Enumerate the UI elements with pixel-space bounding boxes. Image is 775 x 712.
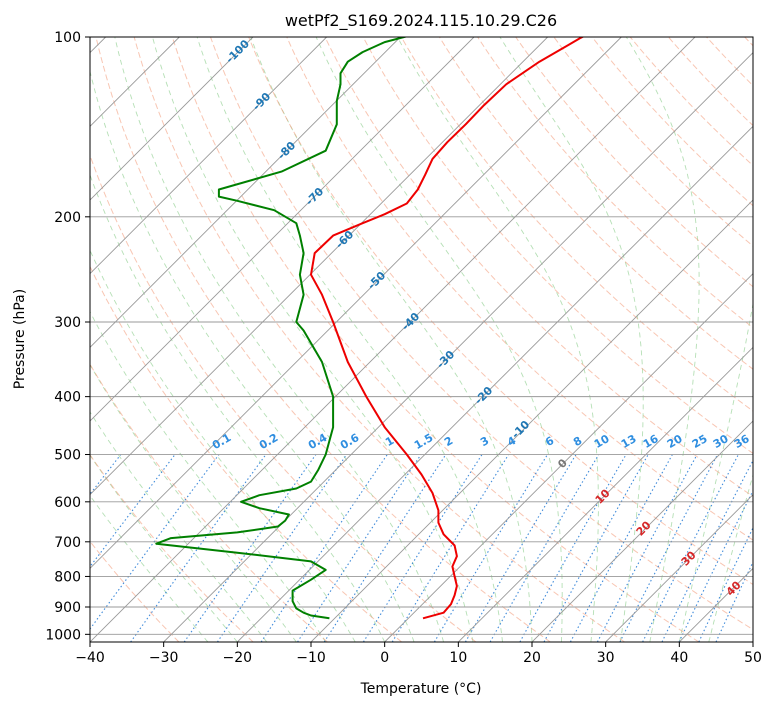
- y-axis-label: Pressure (hPa): [12, 289, 28, 389]
- x-tick-label: 10: [449, 650, 467, 666]
- y-tick-label: 200: [54, 210, 81, 226]
- y-tick-label: 600: [54, 495, 81, 511]
- x-tick-label: −10: [296, 650, 326, 666]
- y-tick-label: 400: [54, 390, 81, 406]
- chart-title: wetPf2_S169.2024.115.10.29.C26: [285, 11, 557, 31]
- x-tick-label: −20: [223, 650, 253, 666]
- x-tick-label: 20: [523, 650, 541, 666]
- x-tick-label: 40: [670, 650, 688, 666]
- x-tick-label: −40: [75, 650, 105, 666]
- y-tick-label: 300: [54, 315, 81, 331]
- y-tick-label: 500: [54, 448, 81, 464]
- y-tick-label: 800: [54, 569, 81, 585]
- x-tick-label: 30: [597, 650, 615, 666]
- x-tick-label: 0: [380, 650, 389, 666]
- y-tick-label: 900: [54, 600, 81, 616]
- y-tick-label: 100: [54, 30, 81, 46]
- x-tick-label: −30: [149, 650, 179, 666]
- y-tick-label: 1000: [45, 627, 81, 643]
- y-tick-label: 700: [54, 535, 81, 551]
- x-tick-label: 50: [744, 650, 762, 666]
- x-axis-label: Temperature (°C): [360, 681, 482, 697]
